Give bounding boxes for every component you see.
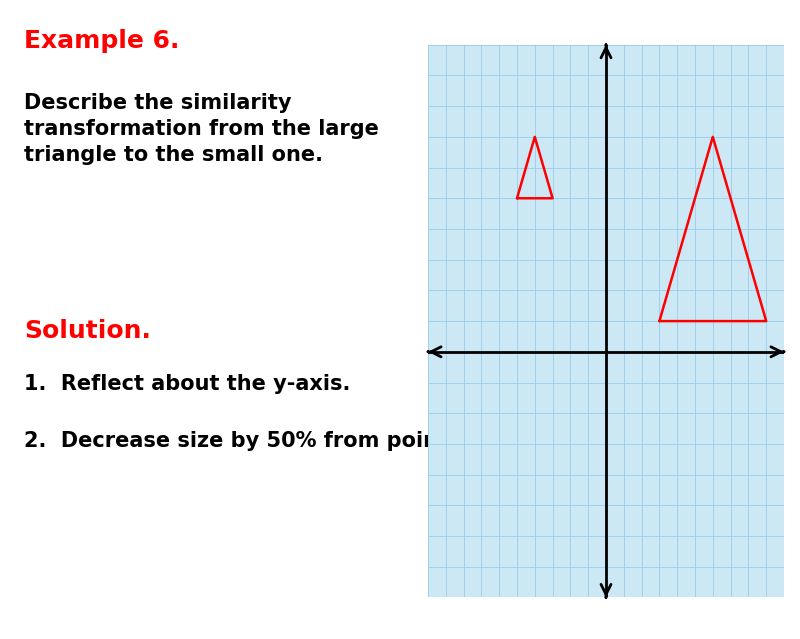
Text: Solution.: Solution. [24,320,151,344]
Text: Describe the similarity
transformation from the large
triangle to the small one.: Describe the similarity transformation f… [24,93,379,166]
Text: 1.  Reflect about the y-axis.: 1. Reflect about the y-axis. [24,374,350,394]
Text: Example 6.: Example 6. [24,29,179,53]
Text: 2.  Decrease size by 50% from point (-4, 7): 2. Decrease size by 50% from point (-4, … [24,431,527,451]
